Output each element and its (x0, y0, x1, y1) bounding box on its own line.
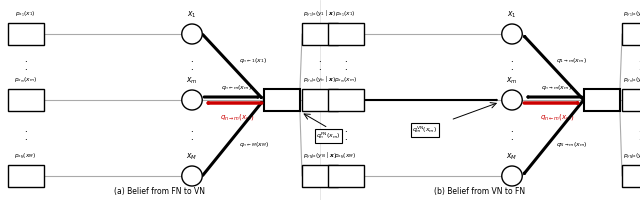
Text: $x_1$: $x_1$ (508, 9, 516, 20)
Text: $p_{y_n|\mathsf{x}}(y_n \mid \boldsymbol{x})$: $p_{y_n|\mathsf{x}}(y_n \mid \boldsymbol… (303, 74, 337, 85)
Ellipse shape (502, 24, 522, 44)
Text: $\cdot$: $\cdot$ (190, 126, 194, 134)
Text: $x_m$: $x_m$ (506, 75, 518, 86)
Ellipse shape (502, 90, 522, 110)
Bar (622, 89, 640, 111)
Bar (328, 165, 364, 187)
Text: $\cdot$: $\cdot$ (344, 126, 348, 134)
Text: $\cdot$: $\cdot$ (24, 64, 28, 72)
Text: $\cdot$: $\cdot$ (510, 126, 514, 134)
Bar (328, 23, 364, 45)
Text: $\cdot$: $\cdot$ (510, 55, 514, 64)
Text: $x_m$: $x_m$ (186, 75, 198, 86)
Text: $\cdot$: $\cdot$ (24, 134, 28, 142)
Text: $p_{x_m}(x_m)$: $p_{x_m}(x_m)$ (334, 75, 357, 85)
Bar (302, 23, 338, 45)
Text: $\cdot$: $\cdot$ (190, 134, 194, 142)
Text: $\cdot$: $\cdot$ (638, 134, 640, 142)
Text: $p_{x_m}(x_m)$: $p_{x_m}(x_m)$ (14, 75, 37, 85)
Text: $q_{n\leftarrow 1}(x_1)$: $q_{n\leftarrow 1}(x_1)$ (239, 56, 268, 65)
Text: $\cdot$: $\cdot$ (510, 134, 514, 142)
Text: $x_1$: $x_1$ (188, 9, 196, 20)
Text: $\cdot$: $\cdot$ (190, 64, 194, 72)
Text: $\cdot$: $\cdot$ (318, 134, 322, 142)
Text: $x_M$: $x_M$ (186, 152, 198, 162)
Bar (8, 165, 44, 187)
Ellipse shape (182, 166, 202, 186)
Bar (328, 89, 364, 111)
Text: $p_{\mathsf{x}_1}(x_1)$: $p_{\mathsf{x}_1}(x_1)$ (335, 9, 356, 19)
Text: $q_{N\to m}(x_m)$: $q_{N\to m}(x_m)$ (556, 140, 588, 149)
Text: $q_{n\leftarrow m}(x_m)$: $q_{n\leftarrow m}(x_m)$ (221, 83, 252, 92)
Text: $\cdot$: $\cdot$ (510, 64, 514, 72)
Text: $\cdot$: $\cdot$ (344, 64, 348, 72)
Text: $p_{y_1|\mathsf{x}}(y_1 \mid \boldsymbol{x})$: $p_{y_1|\mathsf{x}}(y_1 \mid \boldsymbol… (303, 8, 337, 19)
Text: $q_{n\to m}(x_m)$: $q_{n\to m}(x_m)$ (541, 83, 572, 92)
Text: $q_{n\to m}(x_m)$: $q_{n\to m}(x_m)$ (220, 112, 254, 122)
Text: $\cdot$: $\cdot$ (318, 126, 322, 134)
Text: $\cdot$: $\cdot$ (24, 126, 28, 134)
Text: $\cdot$: $\cdot$ (638, 126, 640, 134)
Bar (622, 23, 640, 45)
Text: $\cdot$: $\cdot$ (24, 55, 28, 64)
Text: $q_{n\leftarrow m}(x_m)$: $q_{n\leftarrow m}(x_m)$ (540, 112, 574, 122)
Text: $q_{n\leftarrow M}(x_M)$: $q_{n\leftarrow M}(x_M)$ (239, 140, 269, 149)
Text: $\cdot$: $\cdot$ (318, 64, 322, 72)
Text: $p_{y_1|\mathsf{x}}(y_1 \mid \boldsymbol{x})$: $p_{y_1|\mathsf{x}}(y_1 \mid \boldsymbol… (623, 8, 640, 19)
Ellipse shape (502, 166, 522, 186)
Text: $\cdot$: $\cdot$ (190, 55, 194, 64)
Text: $x_M$: $x_M$ (506, 152, 518, 162)
Bar (8, 23, 44, 45)
Text: $q_m^{\mathrm{VN}}(x_m)$: $q_m^{\mathrm{VN}}(x_m)$ (412, 125, 438, 135)
Ellipse shape (182, 24, 202, 44)
Bar (622, 165, 640, 187)
Text: $p_{\mathsf{x}_1}(x_1)$: $p_{\mathsf{x}_1}(x_1)$ (15, 9, 36, 19)
Text: $p_{y_n|\mathsf{x}}(y_n \mid \boldsymbol{x})$: $p_{y_n|\mathsf{x}}(y_n \mid \boldsymbol… (623, 74, 640, 85)
Bar (8, 89, 44, 111)
Text: $q_n^{\mathrm{FN}}(x_m)$: $q_n^{\mathrm{FN}}(x_m)$ (316, 131, 340, 141)
Text: (a) Belief from FN to VN: (a) Belief from FN to VN (115, 187, 205, 196)
Bar (302, 165, 338, 187)
Text: $\cdot$: $\cdot$ (638, 55, 640, 64)
Bar (264, 89, 300, 111)
Text: $\cdot$: $\cdot$ (344, 55, 348, 64)
Text: $\cdot$: $\cdot$ (638, 64, 640, 72)
Text: $\cdot$: $\cdot$ (318, 55, 322, 64)
Text: $q_{1\to m}(x_m)$: $q_{1\to m}(x_m)$ (556, 56, 587, 65)
Text: $\cdot$: $\cdot$ (344, 134, 348, 142)
Text: $p_{\mathsf{x}_M}(x_M)$: $p_{\mathsf{x}_M}(x_M)$ (15, 151, 36, 161)
Bar (302, 89, 338, 111)
Text: $p_{y_N|\mathsf{x}}(y_N \mid \boldsymbol{x})$: $p_{y_N|\mathsf{x}}(y_N \mid \boldsymbol… (303, 151, 337, 161)
Bar (584, 89, 620, 111)
Text: $p_{y_N|\mathsf{x}}(y_N \mid \boldsymbol{x})$: $p_{y_N|\mathsf{x}}(y_N \mid \boldsymbol… (623, 151, 640, 161)
Text: $p_{\mathsf{x}_M}(x_M)$: $p_{\mathsf{x}_M}(x_M)$ (335, 151, 356, 161)
Text: (b) Belief from VN to FN: (b) Belief from VN to FN (435, 187, 525, 196)
Ellipse shape (182, 90, 202, 110)
